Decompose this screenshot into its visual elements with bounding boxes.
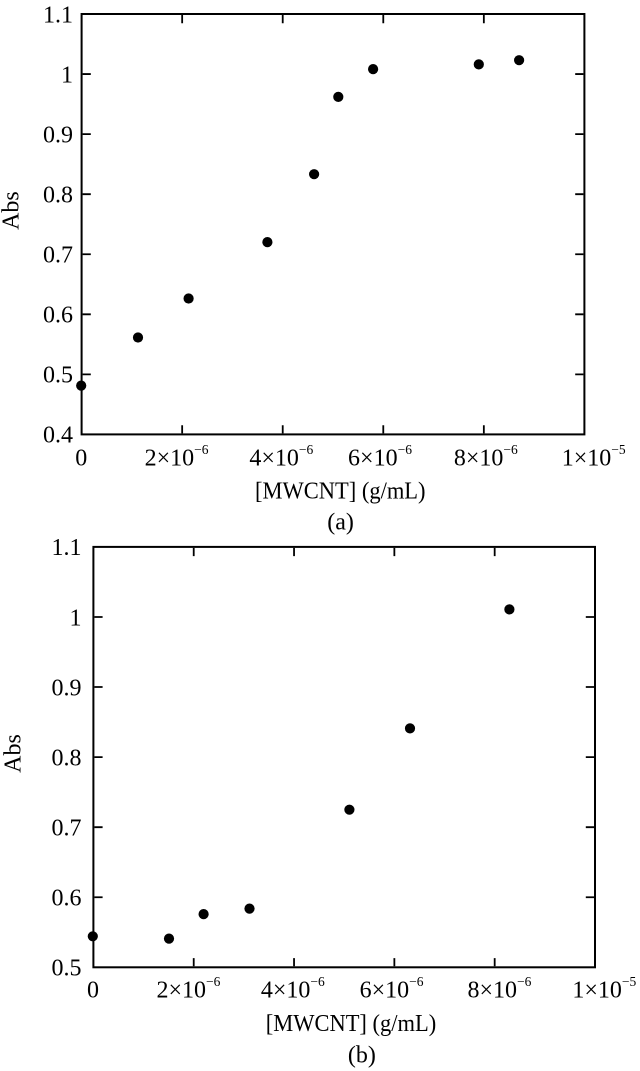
svg-text:0.8: 0.8 xyxy=(43,182,73,208)
svg-text:Abs: Abs xyxy=(1,734,27,773)
svg-text:[MWCNT] (g/mL): [MWCNT] (g/mL) xyxy=(266,1011,437,1037)
svg-text:1.1: 1.1 xyxy=(43,2,73,28)
svg-text:[MWCNT] (g/mL): [MWCNT] (g/mL) xyxy=(255,479,426,505)
svg-text:0.5: 0.5 xyxy=(43,363,73,389)
svg-text:0.6: 0.6 xyxy=(43,303,73,329)
svg-text:4×10−6: 4×10−6 xyxy=(261,974,325,1004)
svg-text:Abs: Abs xyxy=(0,191,25,230)
svg-text:0.7: 0.7 xyxy=(52,815,82,841)
svg-text:1×10−5: 1×10−5 xyxy=(562,442,626,472)
svg-text:1: 1 xyxy=(61,62,73,88)
svg-text:4×10−6: 4×10−6 xyxy=(249,442,313,472)
svg-text:8×10−6: 8×10−6 xyxy=(467,974,531,1004)
svg-text:2×10−6: 2×10−6 xyxy=(145,442,209,472)
svg-text:8×10−6: 8×10−6 xyxy=(454,442,518,472)
svg-text:0.9: 0.9 xyxy=(43,122,73,148)
svg-text:0.5: 0.5 xyxy=(52,956,82,982)
svg-text:1.1: 1.1 xyxy=(52,535,82,561)
svg-text:0: 0 xyxy=(87,978,99,1004)
svg-text:0.9: 0.9 xyxy=(52,675,82,701)
svg-text:6×10−6: 6×10−6 xyxy=(360,974,424,1004)
svg-text:0: 0 xyxy=(75,445,87,471)
svg-text:0.8: 0.8 xyxy=(52,745,82,771)
svg-text:2×10−6: 2×10−6 xyxy=(156,974,220,1004)
svg-text:(a): (a) xyxy=(327,510,354,536)
svg-text:(b): (b) xyxy=(348,1043,376,1069)
svg-text:6×10−6: 6×10−6 xyxy=(348,442,412,472)
svg-text:0.6: 0.6 xyxy=(52,886,82,912)
svg-text:0.4: 0.4 xyxy=(43,423,73,449)
svg-text:1: 1 xyxy=(70,605,82,631)
svg-text:0.7: 0.7 xyxy=(43,243,73,269)
svg-text:1×10−5: 1×10−5 xyxy=(572,974,636,1004)
